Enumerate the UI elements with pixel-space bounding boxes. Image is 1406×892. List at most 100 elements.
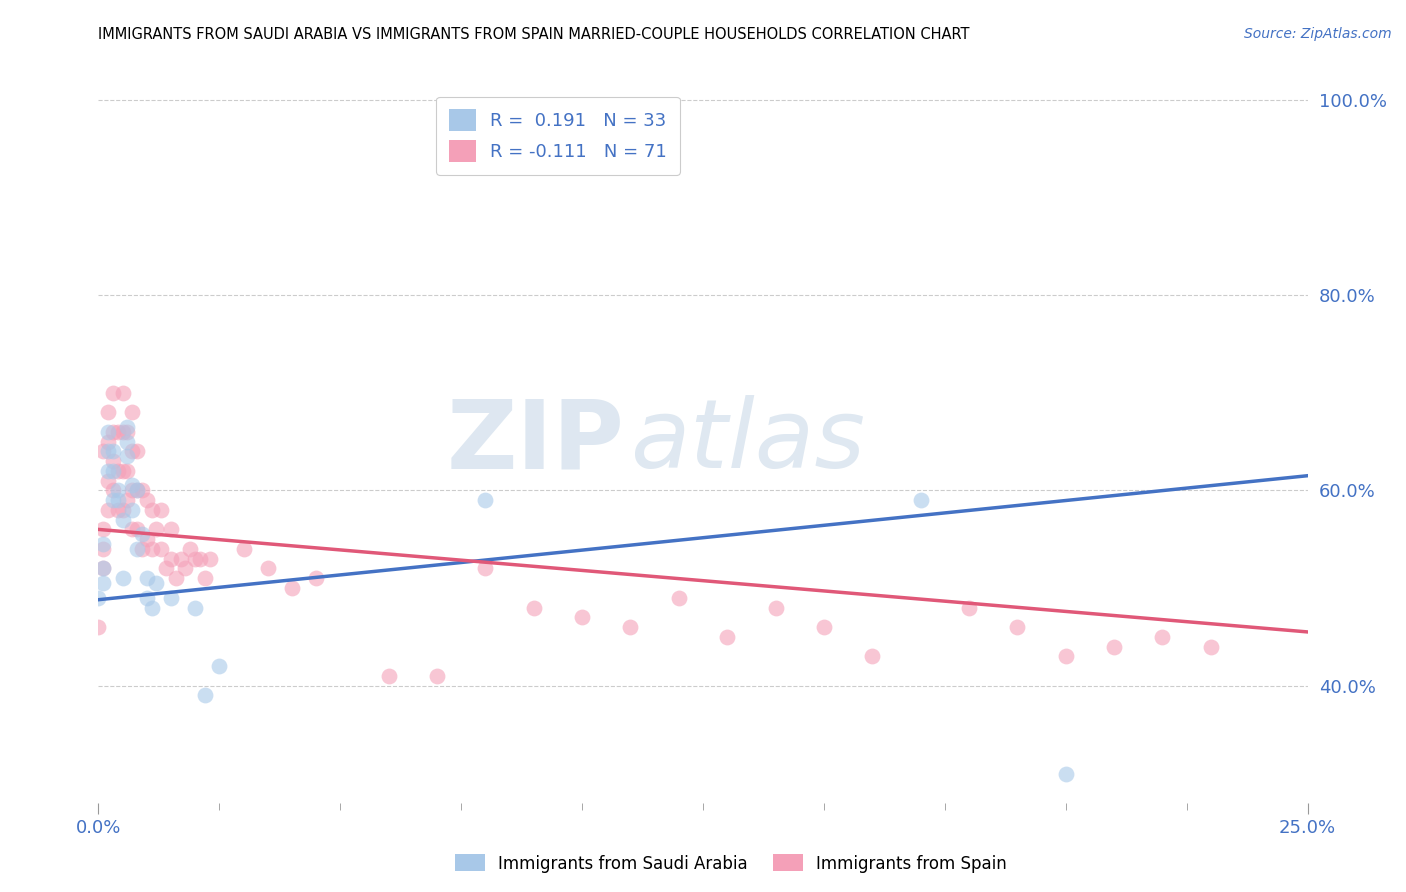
Point <box>117 434 139 449</box>
Point <box>305 571 328 585</box>
Point <box>141 541 163 556</box>
Point <box>1199 640 1222 654</box>
Point <box>131 527 153 541</box>
Point <box>169 551 191 566</box>
Point <box>91 576 114 591</box>
Point <box>97 444 120 458</box>
Point <box>194 571 217 585</box>
Point <box>194 689 217 703</box>
Point <box>91 537 114 551</box>
Text: atlas: atlas <box>630 395 866 488</box>
Point <box>160 523 183 537</box>
Point <box>141 503 163 517</box>
Point <box>111 571 134 585</box>
Point <box>97 405 120 419</box>
Point <box>101 425 124 439</box>
Point <box>121 523 143 537</box>
Point <box>141 600 163 615</box>
Point <box>135 493 157 508</box>
Point <box>111 464 134 478</box>
Point <box>97 434 120 449</box>
Point <box>91 561 114 575</box>
Point <box>121 478 143 492</box>
Point <box>107 493 129 508</box>
Point <box>117 493 139 508</box>
Point <box>111 513 134 527</box>
Point <box>1054 649 1077 664</box>
Point <box>121 405 143 419</box>
Point <box>765 600 787 615</box>
Point <box>474 561 496 575</box>
Point <box>97 503 120 517</box>
Point <box>107 464 129 478</box>
Point <box>91 561 114 575</box>
Point <box>232 541 254 556</box>
Point <box>91 523 114 537</box>
Point <box>1152 630 1174 644</box>
Point <box>117 425 139 439</box>
Point <box>101 493 124 508</box>
Point <box>111 385 134 400</box>
Point <box>121 483 143 498</box>
Point <box>668 591 690 605</box>
Point <box>131 483 153 498</box>
Point <box>1007 620 1029 634</box>
Point <box>571 610 593 624</box>
Point <box>145 523 167 537</box>
Point <box>91 541 114 556</box>
Point <box>860 649 883 664</box>
Point <box>150 503 173 517</box>
Point <box>97 464 120 478</box>
Point <box>281 581 304 595</box>
Text: ZIP: ZIP <box>447 395 624 488</box>
Text: IMMIGRANTS FROM SAUDI ARABIA VS IMMIGRANTS FROM SPAIN MARRIED-COUPLE HOUSEHOLDS : IMMIGRANTS FROM SAUDI ARABIA VS IMMIGRAN… <box>98 27 970 42</box>
Point <box>145 576 167 591</box>
Point <box>107 483 129 498</box>
Point <box>523 600 546 615</box>
Point <box>716 630 738 644</box>
Point <box>135 591 157 605</box>
Point <box>107 503 129 517</box>
Point <box>127 541 149 556</box>
Point <box>127 444 149 458</box>
Point <box>179 541 201 556</box>
Point <box>117 449 139 463</box>
Point <box>97 425 120 439</box>
Point <box>256 561 278 575</box>
Point <box>135 532 157 546</box>
Point <box>127 483 149 498</box>
Point <box>117 464 139 478</box>
Point <box>101 385 124 400</box>
Point <box>160 591 183 605</box>
Point <box>957 600 980 615</box>
Point <box>619 620 641 634</box>
Point <box>155 561 177 575</box>
Legend: R =  0.191   N = 33, R = -0.111   N = 71: R = 0.191 N = 33, R = -0.111 N = 71 <box>436 96 679 175</box>
Point <box>121 503 143 517</box>
Point <box>121 444 143 458</box>
Point <box>377 669 399 683</box>
Legend: Immigrants from Saudi Arabia, Immigrants from Spain: Immigrants from Saudi Arabia, Immigrants… <box>449 847 1014 880</box>
Point <box>101 454 124 468</box>
Point <box>87 620 110 634</box>
Point <box>111 503 134 517</box>
Point <box>127 483 149 498</box>
Point <box>165 571 187 585</box>
Text: Source: ZipAtlas.com: Source: ZipAtlas.com <box>1244 27 1392 41</box>
Point <box>184 600 207 615</box>
Point <box>101 483 124 498</box>
Point <box>910 493 932 508</box>
Point <box>101 464 124 478</box>
Point <box>135 571 157 585</box>
Point <box>813 620 835 634</box>
Point <box>111 425 134 439</box>
Point <box>208 659 231 673</box>
Point <box>174 561 197 575</box>
Point <box>1102 640 1125 654</box>
Point <box>474 493 496 508</box>
Point <box>97 474 120 488</box>
Point <box>131 541 153 556</box>
Point <box>107 425 129 439</box>
Point <box>91 444 114 458</box>
Point <box>1054 766 1077 780</box>
